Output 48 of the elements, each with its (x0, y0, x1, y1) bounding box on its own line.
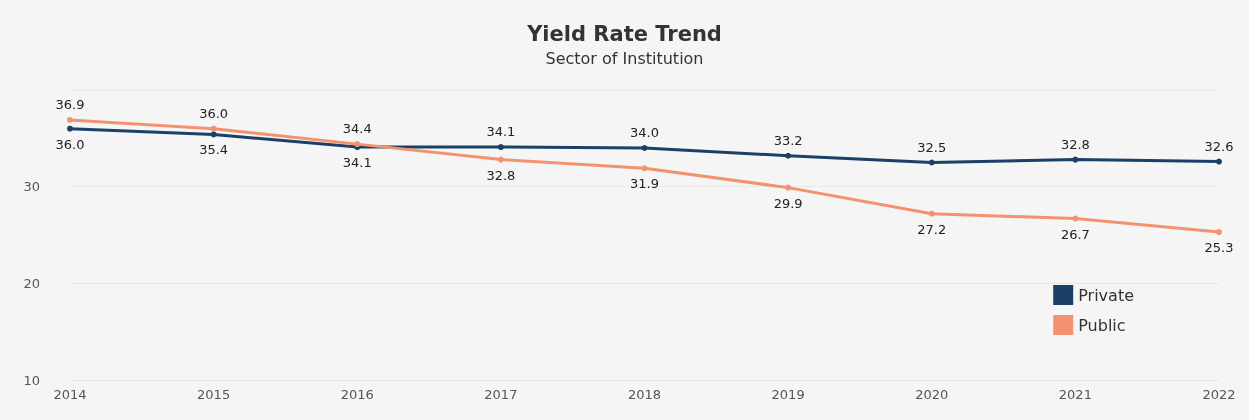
y-tick-label: 20 (23, 275, 40, 291)
chart-title: Yield Rate Trend (526, 21, 722, 46)
data-label: 29.9 (773, 195, 803, 211)
data-label: 32.6 (1204, 138, 1234, 154)
data-label: 36.0 (199, 105, 229, 121)
x-tick-label: 2019 (771, 387, 805, 402)
x-tick-label: 2015 (197, 387, 231, 402)
point (641, 145, 648, 151)
point (1216, 158, 1222, 165)
x-tick-label: 2016 (340, 387, 374, 402)
x-tick-label: 2018 (627, 387, 662, 402)
legend-label: Private (1078, 285, 1134, 305)
y-tick-label: 10 (23, 372, 40, 388)
point (1072, 156, 1079, 163)
x-tick-label: 2020 (915, 387, 949, 402)
x-tick-label: 2014 (53, 387, 87, 402)
data-label: 34.4 (342, 121, 372, 137)
point (497, 144, 504, 151)
data-label: 32.8 (486, 167, 516, 183)
point (928, 210, 935, 217)
x-tick-label: 2022 (1202, 387, 1236, 402)
data-label: 36.0 (55, 136, 85, 152)
data-label: 27.2 (917, 221, 947, 237)
point (1216, 229, 1222, 236)
point (210, 125, 217, 132)
data-label: 35.4 (199, 142, 229, 158)
data-label: 36.9 (55, 96, 85, 112)
data-label: 34.1 (342, 155, 372, 171)
data-label: 26.7 (1060, 226, 1090, 242)
point (1072, 215, 1079, 222)
data-label: 32.5 (917, 139, 947, 155)
point (785, 184, 792, 191)
data-label: 34.0 (630, 125, 659, 140)
point (67, 116, 73, 123)
x-tick-label: 2021 (1058, 387, 1092, 402)
legend-label: Public (1078, 315, 1126, 335)
data-label: 32.8 (1060, 136, 1090, 152)
data-label: 25.3 (1204, 240, 1234, 256)
data-label: 31.9 (630, 176, 659, 192)
point (497, 156, 504, 163)
data-label: 33.2 (773, 132, 803, 148)
point (641, 165, 648, 172)
chart-subtitle: Sector of Institution (545, 48, 704, 68)
point (67, 125, 73, 132)
point (785, 152, 792, 159)
x-tick-label: 2017 (484, 387, 518, 402)
y-tick-label: 30 (23, 179, 40, 195)
data-label: 34.1 (486, 124, 516, 140)
